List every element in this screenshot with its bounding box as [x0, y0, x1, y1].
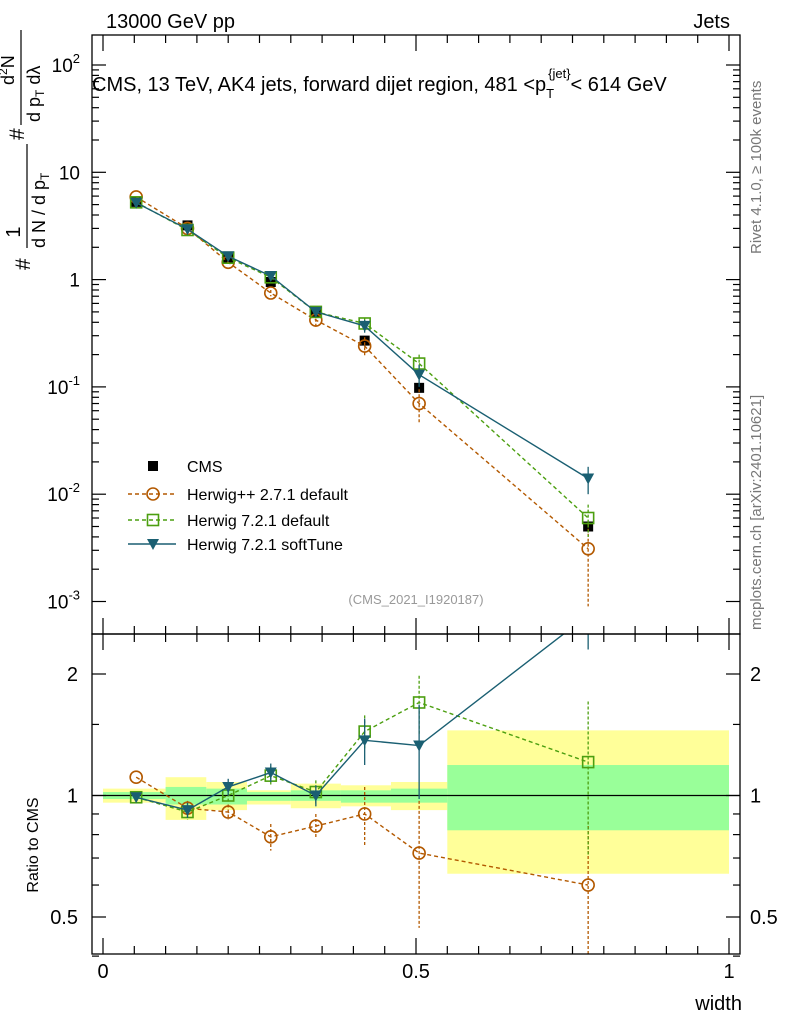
- ratio-point-herwigpp: [263, 830, 278, 844]
- ratio-y-tick-label: 0.5: [50, 907, 78, 929]
- band-inner: [246, 792, 291, 801]
- ratio-y-tick-label-right: 2: [750, 664, 761, 686]
- ratio-y-tick-label-right: 1: [750, 786, 761, 808]
- axes: 10-3 10-2 10-1 1 10 102 0.5 0.5 1 1 2 2 0 0.5 1: [47, 35, 778, 983]
- ylabel-frac1-num: 1: [3, 226, 25, 237]
- band-inner: [340, 790, 391, 803]
- ratio-y-tick-label: 2: [67, 664, 78, 686]
- x-tick-label: 0: [97, 961, 108, 983]
- point-softtune: [130, 197, 143, 209]
- y-tick-label: 102: [52, 51, 80, 77]
- point-herwigpp: [581, 541, 595, 556]
- ylabel-frac1-den: d N / d p: [29, 180, 49, 248]
- ratio-point-softtune: [222, 781, 235, 793]
- ratio-point-softtune: [264, 767, 277, 779]
- plot-title: CMS, 13 TeV, AK4 jets, forward dijet reg…: [92, 66, 667, 101]
- y-tick-label: 10: [59, 163, 80, 184]
- ylabel-hash2: #: [6, 128, 29, 140]
- legend-label-herwig721: Herwig 7.2.1 default: [187, 513, 330, 530]
- y-tick-label: 1: [69, 271, 80, 292]
- point-softtune: [264, 271, 277, 283]
- bottom-panel: [92, 610, 740, 954]
- ylabel-frac2-den-sub: T: [33, 89, 47, 97]
- title-suffix: < 614 GeV: [571, 74, 668, 96]
- watermark: (CMS_2021_I1920187): [348, 592, 483, 607]
- title-sym: p: [535, 74, 546, 96]
- legend-marker-softtune: [147, 539, 159, 550]
- x-tick-label: 1: [723, 961, 734, 983]
- ylabel-frac1-den-sub: T: [38, 172, 52, 180]
- xlabel: width: [694, 993, 742, 1015]
- ratio-line-softtune: [136, 634, 565, 811]
- svg-text:1: 1: [3, 226, 25, 237]
- header-left: 13000 GeV pp: [106, 11, 235, 33]
- svg-text:d2N: d2N: [0, 55, 18, 85]
- point-herwigpp: [263, 286, 278, 300]
- ratio-point-herwigpp: [221, 805, 235, 819]
- ratio-line-herwigpp: [135, 776, 589, 886]
- point-softtune: [222, 251, 235, 263]
- legend-label-herwigpp: Herwig++ 2.7.1 default: [187, 487, 349, 504]
- legend-marker-herwigpp: [146, 487, 160, 501]
- ratio-point-softtune: [309, 790, 322, 802]
- ylabel-bottom: Ratio to CMS: [25, 797, 42, 892]
- ratio-y-tick-label-right: 0.5: [750, 907, 778, 929]
- ylabel-frac2-num: d: [0, 75, 18, 85]
- point-herwig721: [581, 511, 595, 525]
- ylabel-frac2-den-end: dλ: [24, 66, 44, 90]
- series-line-softtune: [135, 202, 589, 480]
- series-line-herwigpp: [135, 196, 589, 550]
- legend-marker-cms: [148, 461, 158, 471]
- point-softtune: [413, 369, 426, 381]
- ratio-point-softtune: [413, 740, 426, 752]
- point-softtune: [358, 320, 371, 332]
- ratio-point-softtune: [181, 805, 194, 817]
- point-softtune: [181, 224, 194, 236]
- side-rivet: Rivet 4.1.0, ≥ 100k events: [748, 81, 765, 254]
- ylabel-frac2-den: d p: [24, 97, 44, 122]
- ratio-point-softtune: [358, 735, 371, 747]
- ylabel-hash: #: [12, 258, 35, 270]
- point-herwigpp: [357, 339, 372, 353]
- svg-text:#: #: [12, 258, 35, 270]
- x-tick-label: 0.5: [402, 961, 430, 983]
- top-panel: [129, 190, 595, 607]
- ylabel-top: # 1 d N / d pT # d2N d pT dλ: [0, 30, 52, 270]
- ratio-point-herwigpp: [129, 770, 143, 785]
- point-softtune: [309, 306, 322, 318]
- y-tick-label: 10-1: [47, 373, 80, 399]
- legend-label-cms: CMS: [187, 459, 223, 476]
- ratio-point-herwigpp: [357, 807, 372, 821]
- title-prefix: CMS, 13 TeV, AK4 jets, forward dijet reg…: [92, 74, 535, 96]
- ratio-y-tick-label: 1: [67, 786, 78, 808]
- y-tick-label: 10-2: [47, 480, 80, 506]
- legend: CMS Herwig++ 2.7.1 default Herwig 7.2.1 de…: [128, 459, 349, 554]
- ratio-point-softtune: [130, 792, 143, 804]
- title-sub: T: [546, 86, 554, 101]
- y-tick-label: 10-3: [47, 588, 80, 614]
- ylabel-frac2-num-sup: 2: [0, 68, 10, 75]
- point-cms: [414, 382, 425, 393]
- ratio-point-herwigpp: [581, 878, 595, 892]
- ratio-point-softtune: [582, 610, 594, 621]
- ratio-point-herwig721: [581, 755, 595, 769]
- title-sup: {jet}: [548, 66, 571, 81]
- legend-marker-herwig721: [146, 513, 160, 527]
- legend-label-softtune: Herwig 7.2.1 softTune: [187, 537, 343, 554]
- point-softtune: [582, 473, 595, 485]
- side-mcplots: mcplots.cern.ch [arXiv:2401.10621]: [748, 395, 765, 630]
- ratio-point-herwigpp: [309, 819, 323, 833]
- header-right: Jets: [693, 11, 730, 33]
- ratio-point-herwigpp: [412, 846, 426, 860]
- svg-text:d N / d pT: d N / d pT: [29, 172, 52, 248]
- ylabel-frac2-num-end: N: [0, 55, 18, 68]
- svg-text:d pT dλ: d pT dλ: [24, 66, 47, 122]
- svg-text:#: #: [6, 128, 29, 140]
- point-herwigpp: [412, 396, 426, 411]
